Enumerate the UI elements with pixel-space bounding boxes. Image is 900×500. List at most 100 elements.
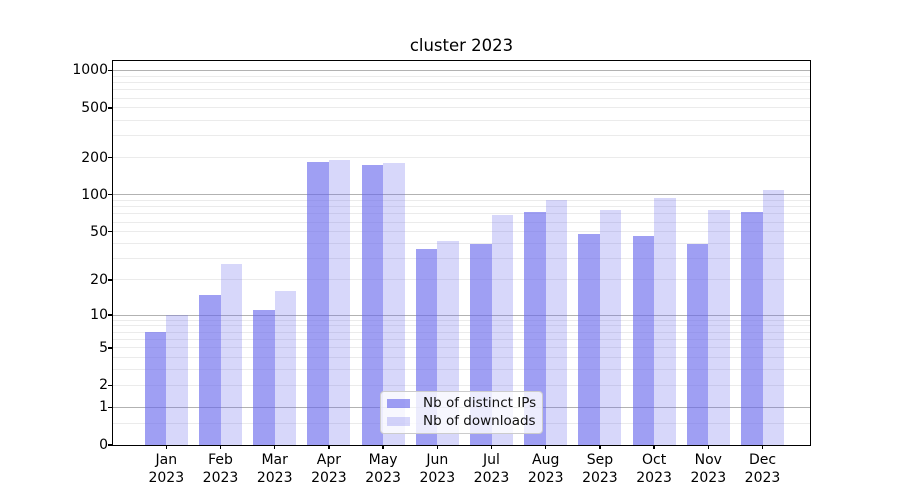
bar-downloads <box>545 200 568 445</box>
y-gridline-minor <box>113 221 810 223</box>
y-tick-mark <box>108 156 112 159</box>
bar-downloads <box>220 264 242 445</box>
y-tick-mark <box>108 279 112 281</box>
y-gridline-minor <box>113 339 810 340</box>
bar-distinct-ips <box>253 310 275 445</box>
y-tick-label: 10 <box>90 307 108 323</box>
bar-downloads <box>654 197 676 445</box>
bar-downloads <box>491 215 513 445</box>
y-tick-mark <box>108 384 112 387</box>
y-tick-label: 0 <box>99 437 108 453</box>
legend: Nb of distinct IPs Nb of downloads <box>380 391 543 434</box>
y-tick-mark <box>108 314 112 316</box>
y-gridline-minor <box>113 82 810 83</box>
bar-distinct-ips <box>307 161 329 445</box>
x-tick-mark <box>545 445 547 449</box>
y-gridline-major <box>113 194 810 196</box>
x-tick-label: Sep 2023 <box>582 452 618 486</box>
bar-distinct-ips <box>578 234 600 445</box>
bar-downloads <box>166 315 188 445</box>
y-gridline-minor <box>113 119 810 121</box>
x-tick-label: Nov 2023 <box>690 452 727 486</box>
x-tick-label: Mar 2023 <box>256 452 293 486</box>
x-tick-mark <box>382 445 384 449</box>
x-tick-mark <box>653 445 655 449</box>
x-tick-mark <box>328 445 330 449</box>
x-tick-label: Dec 2023 <box>744 452 781 486</box>
y-tick-mark <box>108 347 112 349</box>
x-tick-mark <box>707 445 709 449</box>
y-gridline-minor <box>113 325 810 327</box>
y-gridline-minor <box>113 331 810 333</box>
x-tick-label: May 2023 <box>365 452 401 486</box>
y-gridline-minor <box>113 369 810 371</box>
y-tick-label: 5 <box>99 339 108 356</box>
bar-downloads <box>383 162 405 445</box>
x-tick-mark <box>274 445 276 449</box>
bar-downloads <box>274 291 297 445</box>
y-gridline-minor <box>113 199 810 201</box>
x-tick-label: Apr 2023 <box>311 452 347 486</box>
x-tick-label: Jul 2023 <box>473 452 510 486</box>
x-tick-label: Jun 2023 <box>419 452 456 486</box>
bar-distinct-ips <box>199 294 221 445</box>
y-gridline-minor <box>113 357 810 359</box>
y-tick-mark <box>108 194 112 196</box>
y-tick-label: 1 <box>99 399 108 416</box>
chart-title: cluster 2023 <box>409 36 514 55</box>
bar-distinct-ips <box>524 211 546 445</box>
y-gridline-minor <box>113 319 810 321</box>
y-gridline-minor <box>113 107 810 109</box>
y-gridline-minor <box>113 347 810 349</box>
x-tick-label: Jan 2023 <box>148 452 185 486</box>
y-tick-label: 100 <box>81 186 108 203</box>
legend-swatch-distinct-ips <box>387 398 410 409</box>
x-tick-mark <box>165 445 167 449</box>
y-gridline-minor <box>113 258 810 260</box>
y-gridline-minor <box>113 157 810 158</box>
y-gridline-minor <box>113 97 810 99</box>
bar-distinct-ips <box>741 212 763 445</box>
y-tick-label: 500 <box>81 99 108 116</box>
y-gridline-minor <box>113 384 810 386</box>
y-gridline-minor <box>113 206 810 208</box>
y-gridline-minor <box>113 279 810 281</box>
y-gridline-minor <box>113 231 810 233</box>
y-tick-mark <box>108 107 112 109</box>
y-gridline-minor <box>113 75 810 77</box>
x-tick-mark <box>761 445 764 449</box>
x-tick-mark <box>436 445 438 449</box>
y-tick-label: 20 <box>90 271 108 288</box>
legend-swatch-downloads <box>387 416 410 427</box>
x-tick-mark <box>490 445 493 449</box>
y-gridline-major <box>113 314 810 316</box>
legend-label-distinct-ips: Nb of distinct IPs <box>423 395 537 411</box>
y-tick-label: 2 <box>99 377 108 394</box>
plot-area <box>108 60 811 449</box>
bar-downloads <box>708 210 730 445</box>
y-gridline-minor <box>113 89 810 91</box>
legend-item-distinct-ips: Nb of distinct IPs <box>381 396 542 411</box>
y-tick-label: 200 <box>81 149 108 166</box>
x-tick-label: Oct 2023 <box>636 452 672 486</box>
y-tick-mark <box>108 406 112 409</box>
y-gridline-major <box>113 69 810 71</box>
y-tick-label: 50 <box>90 223 108 240</box>
y-tick-mark <box>108 69 112 72</box>
x-tick-label: Feb 2023 <box>202 452 239 486</box>
bar-distinct-ips <box>361 164 384 445</box>
x-tick-mark <box>219 445 222 449</box>
y-tick-mark <box>108 444 112 446</box>
y-gridline-minor <box>113 243 810 245</box>
legend-label-downloads: Nb of downloads <box>423 413 536 429</box>
y-gridline-minor <box>113 213 810 215</box>
x-tick-label: Aug 2023 <box>527 452 564 486</box>
bar-downloads <box>599 210 622 445</box>
legend-item-downloads: Nb of downloads <box>381 414 542 429</box>
y-gridline-minor <box>113 135 810 137</box>
x-tick-mark <box>599 445 601 449</box>
y-tick-label: 1000 <box>72 62 108 79</box>
bar-distinct-ips <box>144 332 167 445</box>
y-tick-mark <box>108 231 112 233</box>
